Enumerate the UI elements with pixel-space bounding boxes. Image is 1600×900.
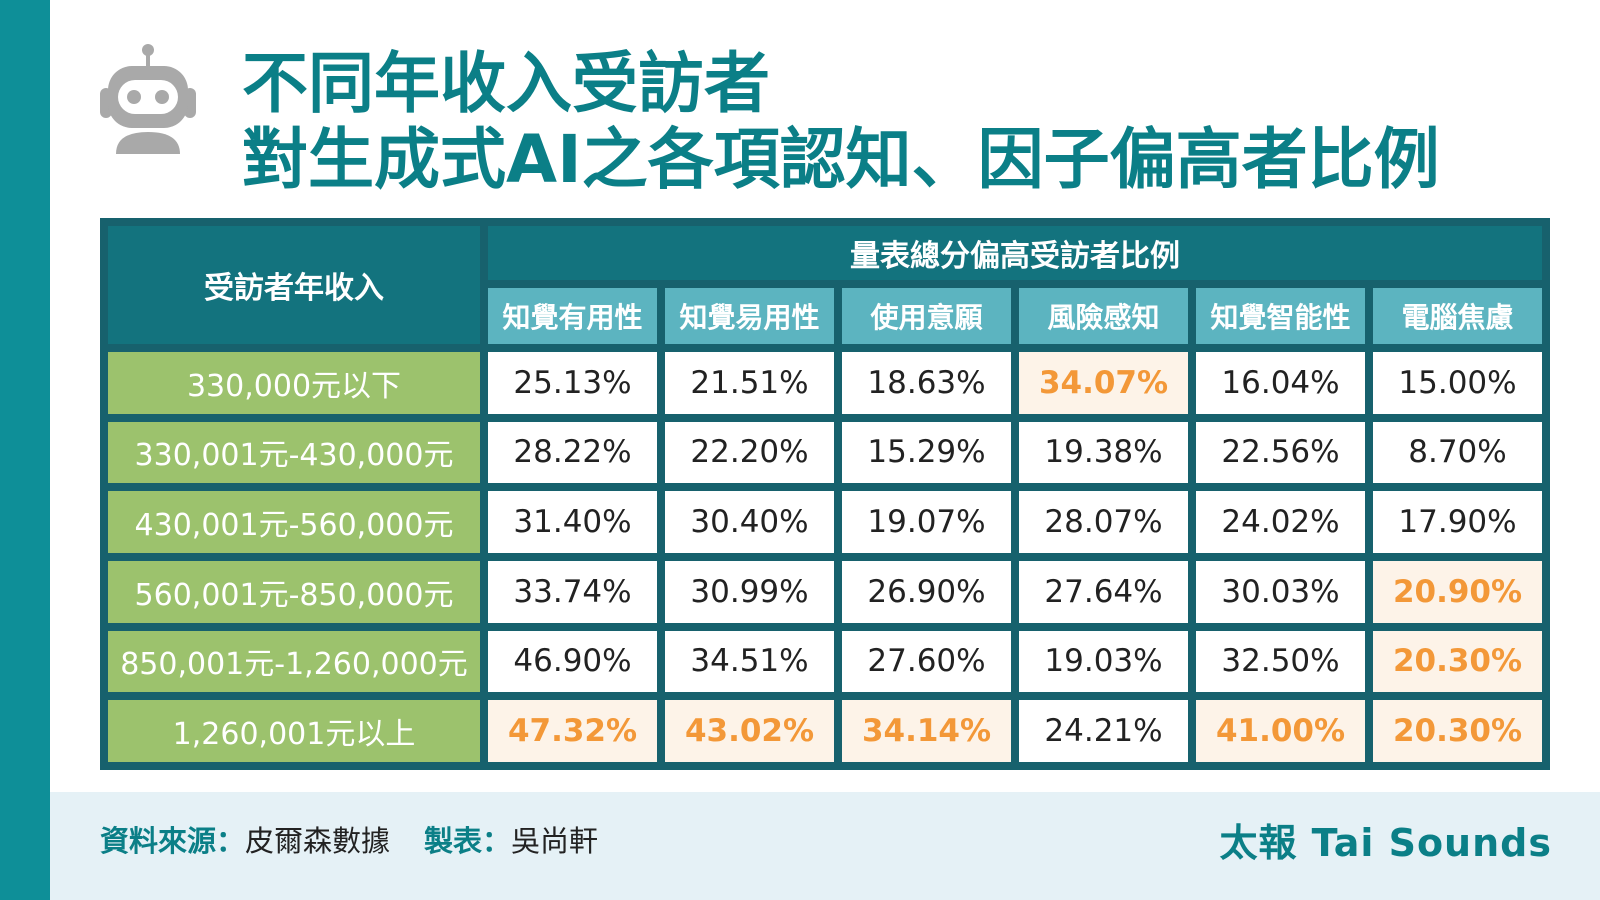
table-cell-highlight: 47.32% — [488, 700, 657, 762]
group-header: 量表總分偏高受訪者比例 — [488, 226, 1542, 280]
table-cell: 27.60% — [842, 630, 1011, 693]
table-cell-highlight: 34.14% — [842, 700, 1011, 762]
footer-credits: 資料來源：皮爾森數據 製表：吳尚軒 — [100, 818, 598, 860]
author-label: 製表： — [424, 824, 512, 858]
table-cell: 34.51% — [665, 630, 834, 693]
table-cell: 33.74% — [488, 560, 657, 623]
row-label: 330,000元以下 — [108, 352, 480, 414]
table-cell: 22.56% — [1196, 421, 1365, 484]
income-ai-table: 受訪者年收入 量表總分偏高受訪者比例 知覺有用性 知覺易用性 使用意願 風險感知… — [100, 218, 1550, 770]
table-cell: 19.03% — [1019, 630, 1188, 693]
source-label: 資料來源： — [100, 824, 246, 858]
table-cell: 28.07% — [1019, 491, 1188, 553]
table-cell: 32.50% — [1196, 630, 1365, 693]
column-header: 知覺智能性 — [1196, 288, 1365, 344]
table-row: 560,001元-850,000元 33.74% 30.99% 26.90% 27.64… — [108, 560, 1542, 623]
author-value: 吳尚軒 — [511, 824, 599, 858]
table-cell: 30.99% — [665, 560, 834, 623]
title-line-1: 不同年收入受訪者 — [242, 45, 770, 122]
table-cell: 17.90% — [1373, 491, 1542, 553]
table-cell: 19.38% — [1019, 421, 1188, 484]
column-header: 風險感知 — [1019, 288, 1188, 344]
source-value: 皮爾森數據 — [245, 824, 391, 858]
row-label: 330,001元-430,000元 — [108, 421, 480, 484]
table-cell-highlight: 20.30% — [1373, 700, 1542, 762]
title-line-2: 對生成式AI之各項認知、因子偏高者比例 — [242, 121, 1440, 198]
table-cell: 25.13% — [488, 352, 657, 414]
table-cell: 27.64% — [1019, 560, 1188, 623]
row-label: 850,001元-1,260,000元 — [108, 630, 480, 693]
column-header: 知覺有用性 — [488, 288, 657, 344]
table-cell: 18.63% — [842, 352, 1011, 414]
table-cell-highlight: 34.07% — [1019, 352, 1188, 414]
table-cell: 28.22% — [488, 421, 657, 484]
table-cell: 21.51% — [665, 352, 834, 414]
row-label: 560,001元-850,000元 — [108, 560, 480, 623]
table-cell: 15.29% — [842, 421, 1011, 484]
table-cell-highlight: 43.02% — [665, 700, 834, 762]
table-cell: 8.70% — [1373, 421, 1542, 484]
table-row: 430,001元-560,000元 31.40% 30.40% 19.07% 28.07… — [108, 491, 1542, 553]
table-cell: 30.40% — [665, 491, 834, 553]
brand-logo-text: 太報 Tai Sounds — [1219, 821, 1552, 865]
table-cell: 15.00% — [1373, 352, 1542, 414]
table-cell: 19.07% — [842, 491, 1011, 553]
table-cell-highlight: 20.90% — [1373, 560, 1542, 623]
column-header: 知覺易用性 — [665, 288, 834, 344]
table-cell: 24.21% — [1019, 700, 1188, 762]
footer: 資料來源：皮爾森數據 製表：吳尚軒 太報 Tai Sounds — [50, 792, 1600, 900]
row-label: 1,260,001元以上 — [108, 700, 480, 762]
table-row: 850,001元-1,260,000元 46.90% 34.51% 27.60% 19.… — [108, 630, 1542, 693]
table-cell: 46.90% — [488, 630, 657, 693]
row-header: 受訪者年收入 — [108, 226, 480, 344]
row-label: 430,001元-560,000元 — [108, 491, 480, 553]
column-header: 使用意願 — [842, 288, 1011, 344]
table-cell: 30.03% — [1196, 560, 1365, 623]
table-row: 1,260,001元以上 47.32% 43.02% 34.14% 24.21% 41.0… — [108, 700, 1542, 762]
table-cell-highlight: 41.00% — [1196, 700, 1365, 762]
table-cell: 24.02% — [1196, 491, 1365, 553]
left-accent-bar — [0, 0, 50, 900]
table-cell: 16.04% — [1196, 352, 1365, 414]
page-title: 不同年收入受訪者 對生成式AI之各項認知、因子偏高者比例 — [242, 46, 1440, 198]
table-cell: 26.90% — [842, 560, 1011, 623]
table-cell-highlight: 20.30% — [1373, 630, 1542, 693]
table-cell: 31.40% — [488, 491, 657, 553]
table-row: 330,000元以下 25.13% 21.51% 18.63% 34.07% 16.04%… — [108, 352, 1542, 414]
robot-icon — [100, 44, 196, 154]
table-cell: 22.20% — [665, 421, 834, 484]
table-row: 330,001元-430,000元 28.22% 22.20% 15.29% 19.38… — [108, 421, 1542, 484]
column-header: 電腦焦慮 — [1373, 288, 1542, 344]
